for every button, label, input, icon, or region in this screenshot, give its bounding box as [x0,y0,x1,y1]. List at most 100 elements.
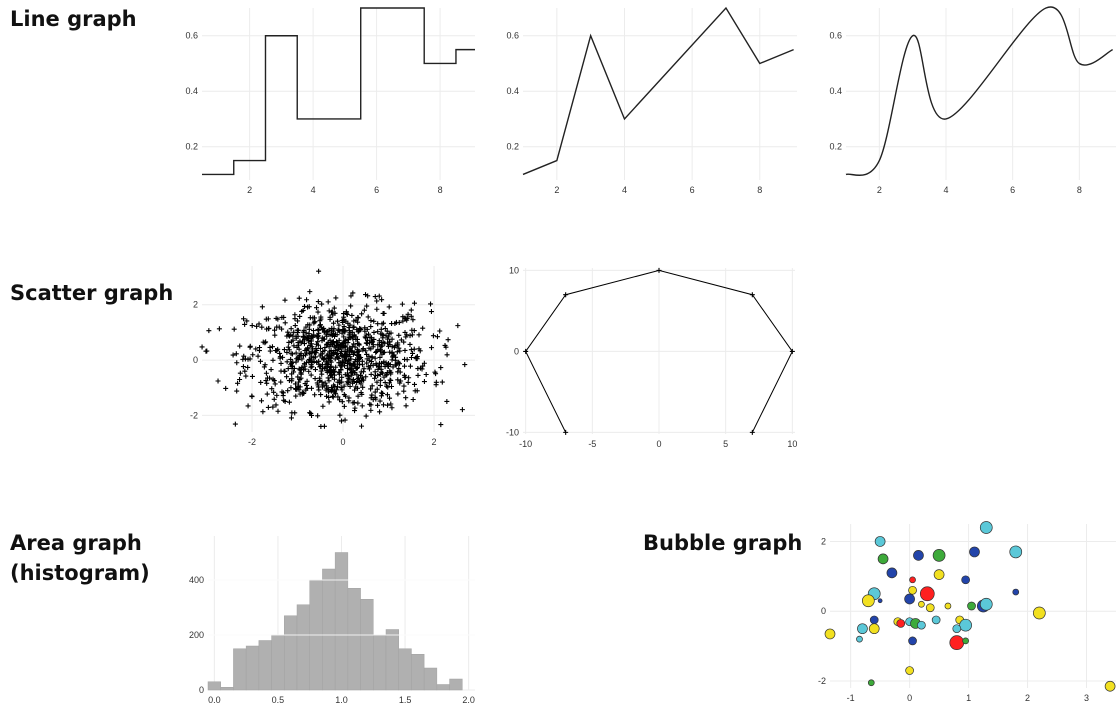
scatter-point [331,388,337,394]
scatter-point [329,325,335,331]
scatter-point [378,331,384,337]
scatter-point [231,326,237,332]
scatter-point [253,346,259,352]
x-tick-label: 1.5 [399,695,412,705]
scatter-point [377,347,383,353]
scatter-point [389,405,395,411]
scatter-point [342,338,348,344]
bubble [917,620,926,630]
scatter-point [359,423,365,429]
scatter-point [350,336,356,342]
scatter-point [297,384,303,390]
scatter-point [338,363,344,369]
scatter-point [379,370,385,376]
scatter-point [242,368,248,374]
scatter-point [347,384,353,390]
scatter-point [264,380,270,386]
scatter-point [403,334,409,340]
scatter-point [382,380,388,386]
y-tick-label: 10 [509,265,519,275]
scatter-point [656,267,662,273]
scatter-point [386,304,392,310]
x-tick-label: 6 [1010,185,1015,195]
scatter-point [324,333,330,339]
scatter-point [344,353,350,359]
scatter-point [378,366,384,372]
x-tick-label: 1 [966,693,971,703]
scatter-point [338,367,344,373]
scatter-point [264,326,270,332]
x-tick-label: 0 [907,693,912,703]
scatter-point [274,392,280,398]
scatter-point [438,365,444,371]
x-tick-label: 2 [554,185,559,195]
scatter-point [396,366,402,372]
scatter-point [237,376,243,382]
scatter-point [389,350,395,356]
scatter-point [312,349,318,355]
y-tick-label: 0.4 [185,86,198,96]
scatter-point [223,385,229,391]
scatter-point [364,360,370,366]
connected-scatter-chart: -10 -5 0 5 10 -10 0 10 [506,265,797,449]
scatter-point [365,293,371,299]
scatter-point [370,339,376,345]
scatter-point [288,415,294,421]
scatter-point [364,303,370,309]
y-tick-label: 0 [193,355,198,365]
scatter-point [374,386,380,392]
scatter-point [378,377,384,383]
scatter-point [280,393,286,399]
bubble [959,618,972,632]
scatter-point [455,323,461,329]
scatter-point [363,340,369,346]
scatter-point [388,369,394,375]
bubble [886,567,898,579]
bubble [962,637,969,645]
scatter-point [269,386,275,392]
x-tick-label: 8 [1077,185,1082,195]
scatter-point [400,314,406,320]
scatter-point [349,329,355,335]
area-graph-label: Area graph (histogram) [10,528,150,588]
scatter-point [267,344,273,350]
scatter-point [346,325,352,331]
scatter-point [334,340,340,346]
scatter-point [275,346,281,352]
scatter-point [296,366,302,372]
scatter-point [378,326,384,332]
scatter-point [412,388,418,394]
scatter-point [312,376,318,382]
scatter-point [255,353,261,359]
scatter-point [334,342,340,348]
scatter-point [354,379,360,385]
scatter-point [318,392,324,398]
scatter-point [387,339,393,345]
scatter-point [293,350,299,356]
bubble [913,550,924,561]
bubble [874,536,886,547]
scatter-point [358,381,364,387]
scatter-point [338,385,344,391]
scatter-point [388,401,394,407]
scatter-point [343,318,349,324]
grid-lines [523,8,797,180]
scatter-point [381,310,387,316]
x-tick-label: -5 [588,439,596,449]
scatter-point [328,363,334,369]
scatter-point [348,348,354,354]
scatter-point [303,360,309,366]
bubble [969,546,980,558]
scatter-point [289,365,295,371]
scatter-point [374,379,380,385]
scatter-point [372,369,378,375]
scatter-point [272,327,278,333]
histogram-bar [411,654,425,691]
scatter-point [311,332,317,338]
scatter-point [278,379,284,385]
scatter-point [405,379,411,385]
scatter-point [341,327,347,333]
y-tick-label: 0.2 [506,142,519,152]
scatter-point [401,372,407,378]
scatter-point [288,385,294,391]
